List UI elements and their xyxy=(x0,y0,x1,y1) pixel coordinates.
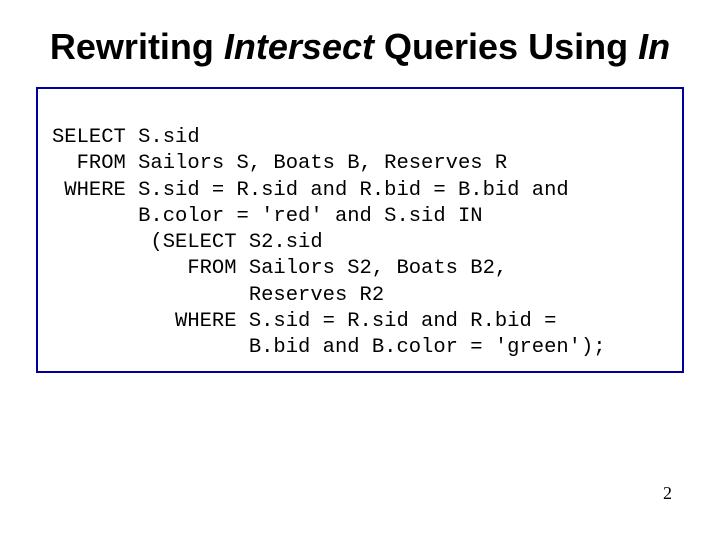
code-box: SELECT S.sid FROM Sailors S, Boats B, Re… xyxy=(36,87,684,373)
code-line: WHERE S.sid = R.sid and R.bid = xyxy=(52,310,556,333)
title-mid: Queries Using xyxy=(374,26,638,67)
code-line: WHERE S.sid = R.sid and R.bid = B.bid an… xyxy=(52,179,569,202)
title-prefix: Rewriting xyxy=(50,26,224,67)
code-block: SELECT S.sid FROM Sailors S, Boats B, Re… xyxy=(52,99,670,361)
slide-title: Rewriting Intersect Queries Using In xyxy=(36,24,684,69)
title-italic-2: In xyxy=(638,26,670,67)
page-number: 2 xyxy=(663,483,672,504)
title-italic-1: Intersect xyxy=(224,26,374,67)
slide: Rewriting Intersect Queries Using In SEL… xyxy=(0,0,720,540)
code-line: FROM Sailors S2, Boats B2, xyxy=(52,257,507,280)
code-line: Reserves R2 xyxy=(52,284,384,307)
code-line: FROM Sailors S, Boats B, Reserves R xyxy=(52,152,507,175)
code-line: SELECT S.sid xyxy=(52,126,200,149)
code-line: (SELECT S2.sid xyxy=(52,231,323,254)
code-line: B.bid and B.color = 'green'); xyxy=(52,336,606,359)
code-line: B.color = 'red' and S.sid IN xyxy=(52,205,483,228)
